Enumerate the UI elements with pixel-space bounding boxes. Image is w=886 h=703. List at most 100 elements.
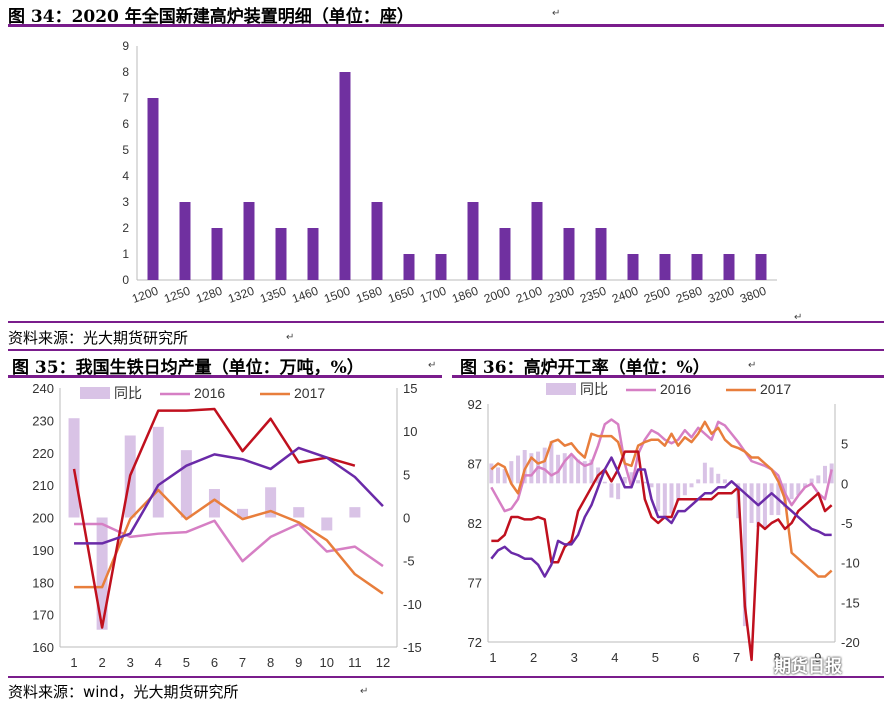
bar <box>595 228 607 280</box>
rule-bottom <box>8 676 884 678</box>
right-tick-label: -15 <box>403 640 422 655</box>
chart35-title: 图 35：我国生铁日均产量（单位：万吨，%） <box>12 358 364 378</box>
right-tick-label: 5 <box>403 467 410 482</box>
yoy-bar <box>549 441 554 484</box>
yoy-bar <box>68 418 80 518</box>
y-tick-label: 8 <box>122 65 129 79</box>
bar <box>467 202 479 280</box>
yoy-bar <box>796 483 801 496</box>
left-tick-label: 200 <box>32 511 54 526</box>
yoy-bar <box>321 517 333 531</box>
chart34-plot: 0 1 2 3 4 5 6 7 8 9 1200 1250 1280 1320 1350 1460 1500 15… <box>122 39 777 306</box>
left-tick-label: 180 <box>32 575 54 590</box>
yoy-bar <box>629 472 634 484</box>
bar <box>563 228 575 280</box>
y-tick-label: 2 <box>122 221 129 235</box>
rule-chart36 <box>452 375 884 378</box>
x-tick-label: 1 <box>70 655 77 670</box>
right-tick-label: 0 <box>841 476 848 491</box>
legend-label: 同比 <box>114 385 142 401</box>
yoy-bar <box>509 461 514 484</box>
rule-mid-2 <box>8 349 884 351</box>
yoy-bar <box>496 467 501 484</box>
x-tick-label: 2000 <box>482 284 512 306</box>
x-tick-label: 1250 <box>162 284 192 306</box>
x-tick-label: 5 <box>183 655 190 670</box>
x-tick-label: 1200 <box>130 284 160 306</box>
chart36-title: 图 36：高炉开工率（单位：%） <box>460 358 710 378</box>
chart34-title: 图 34：2020 年全国新建高炉装置明细（单位：座） <box>8 7 414 27</box>
yoy-bar <box>682 483 687 496</box>
left-tick-label: 82 <box>468 516 482 531</box>
yoy-bar <box>265 487 277 518</box>
series-line <box>74 488 384 595</box>
yoy-bar <box>802 483 807 488</box>
paragraph-mark: ↵ <box>794 312 803 323</box>
chart35-plot: 160170180190200210220230240-15-10-505101… <box>32 381 422 670</box>
right-tick-label: 5 <box>841 437 848 452</box>
paragraph-mark: ↵ <box>286 332 295 343</box>
x-tick-label: 1860 <box>450 284 480 306</box>
yoy-bar <box>822 465 827 484</box>
yoy-bar <box>656 483 661 512</box>
yoy-bar <box>716 473 721 484</box>
x-tick-label: 2 <box>99 655 106 670</box>
x-tick-label: 1500 <box>322 284 352 306</box>
x-tick-label: 1280 <box>194 284 224 306</box>
yoy-bar <box>589 459 594 484</box>
x-tick-label: 7 <box>239 655 246 670</box>
yoy-bar <box>576 459 581 484</box>
yoy-bar <box>669 483 674 514</box>
x-tick-label: 5 <box>652 650 659 665</box>
chart36-plot: 72 77 82 87 92 -20 -15 -10 -5 0 5 1 2 3 4 5 6 7 8 9 同比 2016 20… <box>468 381 860 665</box>
paragraph-mark: ↵ <box>360 686 369 697</box>
x-tick-label: 3200 <box>706 284 736 306</box>
series-line <box>490 418 833 513</box>
x-tick-label: 12 <box>376 655 390 670</box>
yoy-bar <box>582 461 587 484</box>
bar <box>179 202 191 280</box>
chart34-source: 资料来源：光大期货研究所 <box>8 329 189 347</box>
x-tick-label: 1350 <box>258 284 288 306</box>
x-tick-label: 2580 <box>674 284 704 306</box>
bar <box>403 254 415 280</box>
x-tick-label: 1460 <box>290 284 320 306</box>
y-tick-label: 6 <box>122 117 129 131</box>
x-tick-label: 2 <box>530 650 537 665</box>
yoy-bar <box>237 508 249 518</box>
bar <box>307 228 319 280</box>
left-tick-label: 210 <box>32 478 54 493</box>
x-tick-label: 10 <box>320 655 334 670</box>
x-tick-label: 8 <box>774 650 781 665</box>
yoy-bar <box>696 479 701 484</box>
x-tick-label: 8 <box>267 655 274 670</box>
y-tick-label: 0 <box>122 273 129 287</box>
legend-swatch-yoy <box>80 387 110 399</box>
yoy-bar <box>709 467 714 484</box>
yoy-bar <box>809 478 814 484</box>
x-tick-label: 11 <box>348 655 362 670</box>
x-tick-label: 1650 <box>386 284 416 306</box>
yoy-bar <box>96 517 108 630</box>
yoy-bar <box>622 476 627 484</box>
legend-label: 2016 <box>194 385 225 401</box>
x-tick-label: 3800 <box>738 284 768 306</box>
legend-swatch-yoy <box>546 383 576 395</box>
watermark: 期货日报 <box>774 657 842 677</box>
right-tick-label: -5 <box>841 516 853 531</box>
right-tick-label: -5 <box>403 554 415 569</box>
y-tick-label: 3 <box>122 195 129 209</box>
yoy-bar <box>522 450 527 484</box>
bar <box>755 254 767 280</box>
yoy-bar <box>722 479 727 484</box>
x-tick-label: 7 <box>733 650 740 665</box>
bar <box>531 202 543 280</box>
left-tick-label: 190 <box>32 543 54 558</box>
series-line <box>491 450 833 662</box>
left-tick-label: 92 <box>468 397 482 412</box>
yoy-bar <box>516 455 521 484</box>
legend-label: 同比 <box>580 381 608 397</box>
left-tick-label: 220 <box>32 446 54 461</box>
yoy-bar <box>556 454 561 484</box>
yoy-bar <box>293 507 305 518</box>
